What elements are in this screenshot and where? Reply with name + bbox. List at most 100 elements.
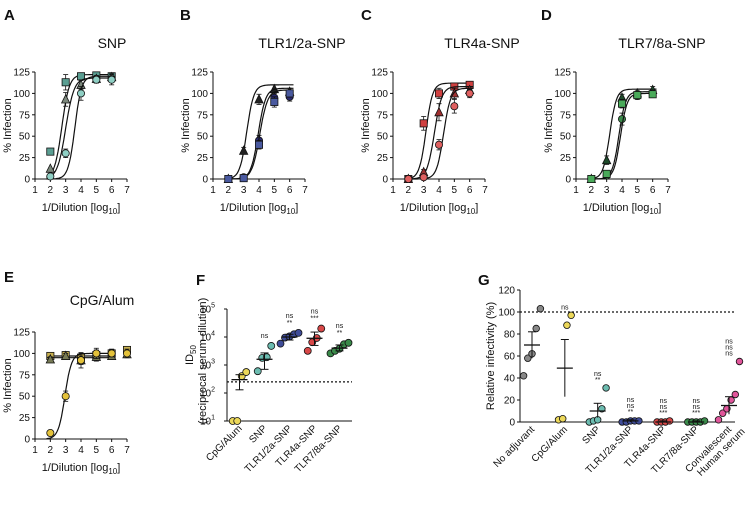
x-category-label: CpG/Alum xyxy=(530,424,570,464)
x-tick-label: 6 xyxy=(109,445,115,456)
x-axis-label: 1/Dilution [log10] xyxy=(42,462,121,476)
y-tick-label: 0 xyxy=(202,175,208,186)
x-tick-label: 7 xyxy=(665,185,671,196)
fit-curve xyxy=(224,84,294,180)
x-category-label: No adjuvant xyxy=(492,424,538,470)
series-serum-3 xyxy=(46,347,132,440)
x-tick-label: 3 xyxy=(63,185,69,196)
data-point xyxy=(700,417,709,425)
y-tick-label: 125 xyxy=(13,68,30,79)
significance-label: ns xyxy=(725,351,733,358)
x-tick-label: 3 xyxy=(604,185,610,196)
x-tick-label: 2 xyxy=(48,185,54,196)
x-tick-label: 1 xyxy=(32,185,38,196)
significance-label: *** xyxy=(692,410,700,417)
data-point xyxy=(60,93,71,104)
x-tick-label: 4 xyxy=(78,185,84,196)
data-point xyxy=(567,311,575,319)
y-axis-label: % Infection xyxy=(360,98,372,152)
x-axis-label: 1/Dilution [log10] xyxy=(220,202,299,216)
data-point xyxy=(77,89,86,98)
x-tick-label: 3 xyxy=(421,185,427,196)
x-tick-label: 1 xyxy=(210,185,216,196)
significance-label: ns xyxy=(627,403,635,410)
panel-title: SNP xyxy=(98,35,127,51)
data-point xyxy=(719,409,727,417)
x-tick-label: 3 xyxy=(63,445,69,456)
data-point xyxy=(434,89,443,98)
y-tick-label: 50 xyxy=(19,392,31,403)
group-0: No adjuvant xyxy=(492,305,545,470)
data-point xyxy=(419,173,428,182)
data-point xyxy=(602,169,611,178)
y-tick-label: 100 xyxy=(371,89,388,100)
data-point xyxy=(524,354,532,362)
y-axis-label: % Infection xyxy=(2,98,14,152)
data-point xyxy=(559,415,567,423)
fit-curve xyxy=(404,87,474,180)
panel-a: A SNP 0 25 50 75 100 125 1 2 3 4 5 6 71/Dilution [log1… xyxy=(2,7,130,216)
x-category-label: CpG/Alum xyxy=(204,423,244,463)
x-tick-label: 5 xyxy=(635,185,641,196)
data-point xyxy=(61,392,70,401)
x-tick-label: 7 xyxy=(124,185,130,196)
significance-label: ns xyxy=(725,339,733,346)
data-point xyxy=(77,356,86,365)
panel-letter: C xyxy=(361,7,372,24)
significance-label: ** xyxy=(287,320,293,327)
series-serum-3 xyxy=(587,90,657,183)
x-tick-label: 3 xyxy=(241,185,247,196)
x-tick-label: 2 xyxy=(406,185,412,196)
panel-letter: G xyxy=(478,272,490,289)
y-axis-label: % Infection xyxy=(543,98,555,152)
y-tick-label: 80 xyxy=(504,330,516,341)
y-tick-label: 40 xyxy=(504,374,516,385)
y-tick-label: 0 xyxy=(565,175,571,186)
x-tick-label: 7 xyxy=(482,185,488,196)
x-category-label: SNP xyxy=(580,424,603,447)
y-tick-label: 100 xyxy=(554,89,571,100)
significance-label: *** xyxy=(659,410,667,417)
x-tick-label: 7 xyxy=(124,445,130,456)
data-point xyxy=(731,390,739,399)
panel-letter: F xyxy=(196,272,205,289)
x-category-label: SNP xyxy=(247,423,270,446)
group-2: ns** SNP xyxy=(580,371,610,447)
significance-label: ** xyxy=(595,377,601,384)
y-tick-label: 100 xyxy=(498,308,515,319)
series-serum-3 xyxy=(224,89,294,183)
x-tick-label: 5 xyxy=(94,445,100,456)
y-tick-label: 100 xyxy=(13,89,30,100)
y-tick-label: 75 xyxy=(560,110,572,121)
data-point xyxy=(714,416,723,424)
data-point xyxy=(344,338,353,347)
data-point xyxy=(45,163,56,173)
x-tick-label: 2 xyxy=(589,185,595,196)
data-point xyxy=(107,349,116,358)
data-point xyxy=(253,367,262,376)
series-serum-2 xyxy=(403,84,475,184)
data-point xyxy=(92,75,101,84)
significance-label: ** xyxy=(337,330,343,337)
data-point xyxy=(276,339,285,348)
x-tick-label: 4 xyxy=(436,185,442,196)
data-point xyxy=(60,350,71,360)
fit-curve xyxy=(224,89,294,180)
significance-label: ns xyxy=(286,313,294,320)
data-point xyxy=(633,91,642,100)
fit-curve xyxy=(404,82,474,180)
y-tick-label: 25 xyxy=(19,153,31,164)
y-tick-label: 50 xyxy=(197,132,209,143)
group-1: ns SNP xyxy=(247,333,276,446)
significance-label: ** xyxy=(628,409,634,416)
x-tick-label: 1 xyxy=(573,185,579,196)
series-serum-3 xyxy=(46,74,116,181)
x-tick-label: 5 xyxy=(452,185,458,196)
data-point xyxy=(233,417,242,425)
y-tick-label: 0 xyxy=(382,175,388,186)
x-tick-label: 6 xyxy=(287,185,293,196)
data-point xyxy=(735,357,744,366)
data-point xyxy=(303,346,312,355)
fit-curve xyxy=(587,88,657,180)
